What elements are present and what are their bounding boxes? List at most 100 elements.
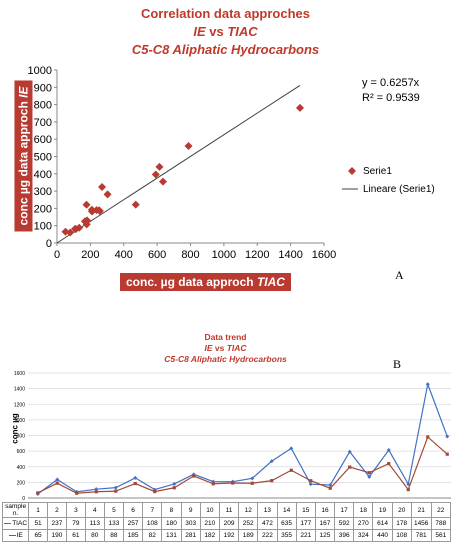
chart-b-y-tick-label: 600	[17, 449, 26, 455]
chart-b-y-tick-label: 400	[17, 465, 26, 471]
chart-b-data-table: sample n. 1 2 3 4 5 6 7 8 9 10 11 12 13 14 15 16 17 18 19 20…	[1, 502, 451, 542]
table-sample-number: 9	[180, 502, 201, 518]
table-cell-value: 252	[238, 517, 259, 530]
chart-a-equation: y = 0.6257x	[362, 77, 420, 89]
table-sample-number: 17	[334, 502, 355, 518]
table-sample-number: 22	[430, 502, 451, 518]
chart-a-title-ie: IE	[193, 24, 206, 39]
chart-a-x-tick-label: 200	[81, 249, 99, 261]
chart-a-y-tick-label: 700	[34, 117, 52, 129]
chart-b-point-tiac	[347, 449, 352, 454]
chart-b-y-tick-label: 1200	[14, 402, 25, 408]
chart-a-x-axis-label: conc. µg data approch TIAC	[120, 273, 291, 291]
table-cell-value: 324	[353, 529, 374, 542]
table-cell-value: 125	[314, 529, 336, 542]
chart-a-y-tick-label: 0	[46, 238, 52, 250]
chart-a-data-point	[82, 200, 91, 209]
table-sample-number: 19	[372, 502, 393, 518]
chart-b-point-ie	[94, 490, 98, 494]
chart-b-point-ie	[367, 471, 371, 475]
table-cell-value: 178	[391, 517, 412, 530]
table-row-header: sample n.	[1, 502, 30, 518]
table-cell-value: 788	[430, 517, 451, 530]
table-cell-value: 189	[238, 529, 259, 542]
table-cell-value: 222	[257, 529, 278, 542]
table-series-tiac: TIAC	[1, 517, 30, 530]
table-series-ie: IE	[1, 529, 30, 542]
chart-a-data-point	[71, 224, 80, 233]
chart-b-title-tiac: TIAC	[226, 343, 247, 353]
table-cell-value: 133	[103, 517, 125, 530]
chart-b-point-ie	[250, 481, 254, 485]
chart-a-x-tick-label: 1200	[245, 249, 269, 261]
chart-a-data-point	[131, 200, 140, 209]
table-cell-value: 440	[372, 529, 393, 542]
chart-b-point-tiac	[367, 474, 372, 479]
table-cell-value: 303	[180, 517, 201, 530]
table-cell-value: 561	[430, 529, 451, 542]
table-cell-value: 65	[28, 529, 48, 542]
table-sample-number: 11	[218, 502, 240, 518]
table-sample-number: 5	[103, 502, 125, 518]
table-series-label: TIAC	[12, 520, 28, 527]
table-cell-value: 396	[334, 529, 355, 542]
chart-b-title-ie: IE	[204, 343, 213, 353]
chart-b-y-tick-label: 0	[22, 496, 25, 502]
chart-a-y-tick-label: 300	[34, 186, 52, 198]
chart-b-point-ie	[55, 481, 59, 485]
chart-a-y-tick-label: 400	[34, 169, 52, 181]
table-sample-number: 15	[295, 502, 316, 518]
chart-a-data-point	[103, 190, 112, 199]
chart-b-point-ie	[445, 452, 449, 456]
chart-a-title-tiac: TIAC	[227, 24, 258, 39]
table-sample-number: 8	[161, 502, 182, 518]
chart-a-x-tick-label: 0	[54, 249, 60, 261]
table-sample-number: 21	[410, 502, 432, 518]
table-cell-value: 192	[218, 529, 240, 542]
chart-b-point-tiac	[445, 434, 450, 439]
table-cell-value: 781	[410, 529, 432, 542]
table-sample-number: 3	[66, 502, 86, 518]
table-sample-number: 4	[84, 502, 105, 518]
chart-a-y-tick-label: 800	[34, 100, 52, 112]
chart-b-point-tiac	[386, 448, 391, 453]
chart-a-title-line1: Correlation data approches	[140, 6, 311, 21]
chart-b-y-tick-label: 1000	[14, 418, 25, 424]
chart-b-point-ie	[348, 465, 352, 469]
chart-b-point-tiac	[308, 482, 313, 487]
chart-a-data-point	[155, 162, 164, 171]
chart-b-point-ie	[309, 479, 313, 483]
table-cell-value: 270	[353, 517, 374, 530]
table-cell-value: 80	[84, 529, 105, 542]
legend-line-icon	[8, 534, 16, 537]
chart-a-y-tick-label: 1000	[28, 65, 52, 77]
chart-a-data-point	[151, 170, 160, 179]
table-cell-value: 79	[66, 517, 86, 530]
chart-a-trendline	[56, 84, 301, 244]
table-sample-number: 14	[276, 502, 297, 518]
chart-a-x-tick-label: 1000	[212, 249, 236, 261]
chart-b-point-ie	[153, 489, 157, 494]
table-cell-value: 221	[295, 529, 316, 542]
chart-b-point-tiac	[133, 475, 138, 480]
chart-a-x-tick-label: 1400	[278, 249, 302, 261]
chart-b-point-ie	[231, 481, 235, 485]
table-cell-value: 257	[123, 517, 144, 530]
table-sample-number: 1	[28, 502, 48, 518]
chart-b-point-ie	[328, 486, 332, 490]
table-cell-value: 281	[180, 529, 201, 542]
chart-a-legend-diamond-icon	[348, 167, 356, 175]
chart-b-point-tiac	[425, 382, 430, 387]
chart-a-x-tick-label: 600	[148, 249, 166, 261]
chart-a-title-line2: IE vs TIAC	[0, 24, 451, 39]
chart-b-title-line2: IE vs TIAC	[0, 343, 451, 353]
chart-a-data-point	[98, 182, 107, 191]
table-cell-value: 190	[46, 529, 68, 542]
table-cell-value: 82	[142, 529, 163, 542]
chart-a-legend-linear: Lineare (Serie1)	[363, 184, 435, 195]
legend-line-icon	[4, 522, 12, 525]
table-cell-value: 108	[142, 517, 163, 530]
chart-b-point-tiac	[172, 481, 177, 486]
chart-a-data-point	[158, 177, 167, 186]
chart-b-point-tiac	[289, 446, 294, 451]
